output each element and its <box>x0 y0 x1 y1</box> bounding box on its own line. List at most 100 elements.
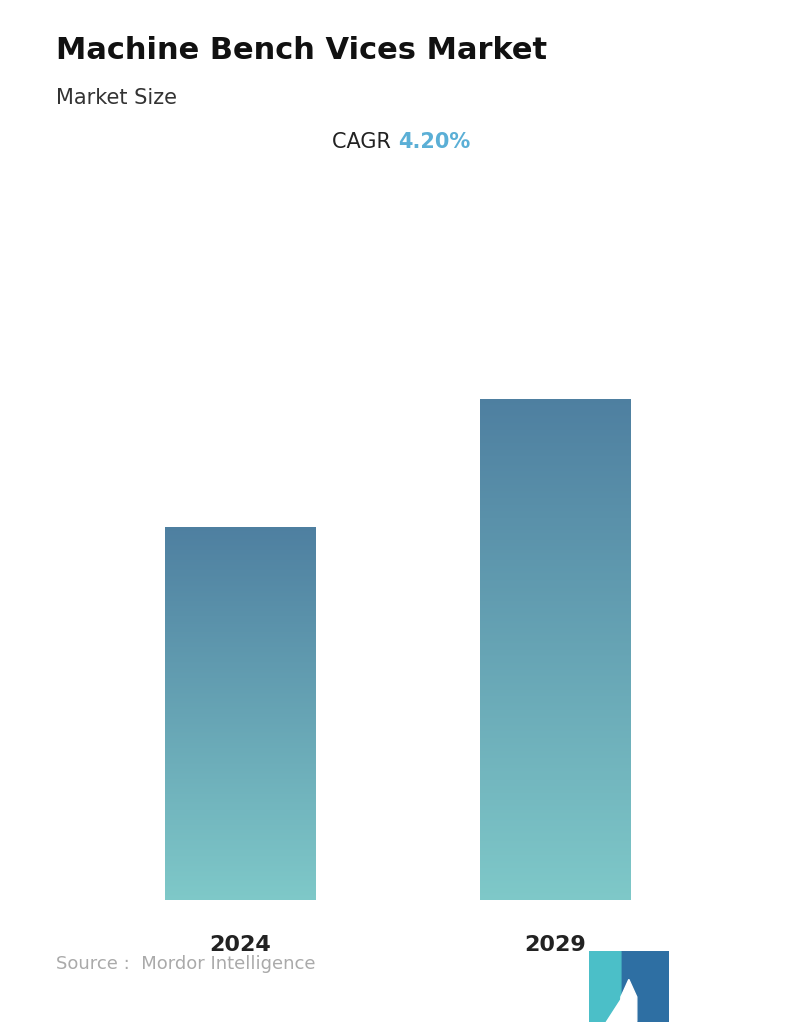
Bar <box>166 665 316 667</box>
Bar <box>166 769 316 770</box>
Bar <box>166 622 316 625</box>
Bar <box>166 589 316 591</box>
Bar <box>166 651 316 652</box>
Bar <box>480 611 630 613</box>
Bar <box>480 429 630 431</box>
Bar <box>480 495 630 498</box>
Bar <box>480 590 630 592</box>
Bar <box>166 642 316 644</box>
Bar <box>480 884 630 886</box>
Bar <box>166 798 316 800</box>
Bar <box>480 894 630 896</box>
Bar <box>480 426 630 428</box>
Bar <box>166 783 316 785</box>
Bar <box>166 808 316 809</box>
Bar <box>480 402 630 404</box>
Bar <box>166 655 316 657</box>
Bar <box>166 582 316 583</box>
Bar <box>166 601 316 602</box>
Bar <box>166 627 316 628</box>
Bar <box>480 634 630 636</box>
Bar <box>166 533 316 534</box>
Bar <box>166 643 316 645</box>
Bar <box>480 658 630 660</box>
Bar <box>480 571 630 573</box>
Bar <box>166 810 316 812</box>
Bar <box>480 530 630 533</box>
Bar <box>166 727 316 729</box>
Bar <box>166 841 316 843</box>
Bar <box>166 698 316 700</box>
Bar <box>166 615 316 617</box>
Bar <box>480 624 630 627</box>
Bar <box>166 588 316 589</box>
Bar <box>166 726 316 727</box>
Text: Machine Bench Vices Market: Machine Bench Vices Market <box>56 36 547 65</box>
Bar <box>166 803 316 805</box>
Bar <box>480 786 630 788</box>
Bar <box>480 751 630 753</box>
Bar <box>480 607 630 610</box>
Bar <box>166 754 316 756</box>
Bar <box>166 855 316 857</box>
Bar <box>480 546 630 548</box>
Bar <box>166 720 316 721</box>
Bar <box>480 538 630 540</box>
Bar <box>480 468 630 472</box>
Bar <box>480 705 630 708</box>
Bar <box>480 404 630 406</box>
Bar <box>166 580 316 582</box>
Bar <box>480 631 630 633</box>
Bar <box>480 456 630 458</box>
Bar <box>480 542 630 545</box>
Bar <box>166 898 316 900</box>
Bar <box>480 639 630 641</box>
Bar <box>166 870 316 871</box>
Bar <box>166 668 316 670</box>
Bar <box>166 840 316 842</box>
Bar <box>166 701 316 702</box>
Bar <box>166 709 316 711</box>
Bar <box>166 647 316 649</box>
Bar <box>480 457 630 459</box>
Bar <box>480 516 630 518</box>
Bar <box>480 847 630 850</box>
Bar <box>480 731 630 733</box>
Bar <box>480 851 630 853</box>
Bar <box>480 424 630 426</box>
Bar <box>480 620 630 622</box>
Bar <box>480 834 630 837</box>
Bar <box>480 674 630 676</box>
Bar <box>480 617 630 619</box>
Bar <box>166 741 316 743</box>
Bar <box>166 786 316 788</box>
Bar <box>166 591 316 594</box>
Bar <box>480 729 630 731</box>
Bar <box>166 755 316 757</box>
Bar <box>166 576 316 577</box>
Bar <box>166 728 316 730</box>
Bar <box>166 634 316 636</box>
Bar <box>480 407 630 409</box>
Bar <box>480 503 630 505</box>
Bar <box>166 708 316 710</box>
Bar <box>166 578 316 580</box>
Bar <box>480 492 630 494</box>
Bar <box>166 621 316 624</box>
Bar <box>166 659 316 661</box>
Bar <box>166 894 316 895</box>
Bar <box>480 696 630 698</box>
Bar <box>480 882 630 884</box>
Bar <box>166 566 316 568</box>
Bar <box>166 760 316 762</box>
Bar <box>166 735 316 737</box>
Bar <box>166 685 316 687</box>
Bar <box>480 550 630 553</box>
Bar <box>166 625 316 627</box>
Bar <box>480 829 630 831</box>
Bar <box>480 460 630 463</box>
Bar <box>166 799 316 801</box>
Bar <box>166 672 316 674</box>
Bar <box>166 583 316 585</box>
Bar <box>166 633 316 634</box>
